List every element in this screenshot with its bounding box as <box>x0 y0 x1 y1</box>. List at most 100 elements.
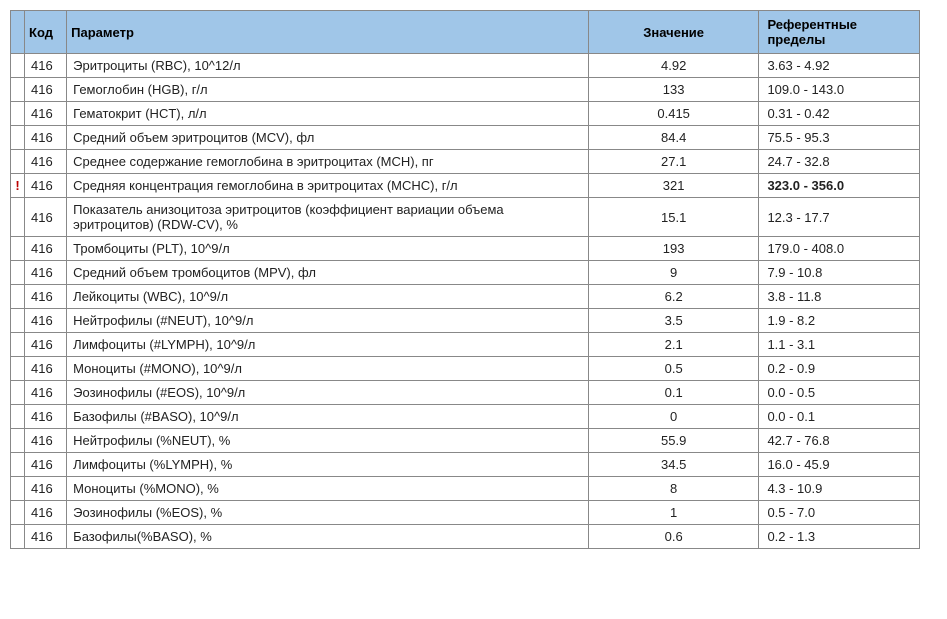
cell-param: Тромбоциты (PLT), 10^9/л <box>67 237 589 261</box>
table-row: 416Средний объем эритроцитов (MCV), фл84… <box>11 126 920 150</box>
cell-code: 416 <box>25 261 67 285</box>
table-row: 416Гемоглобин (HGB), г/л133109.0 - 143.0 <box>11 78 920 102</box>
header-value: Значение <box>588 11 759 54</box>
cell-code: 416 <box>25 54 67 78</box>
cell-param: Лимфоциты (%LYMPH), % <box>67 453 589 477</box>
cell-value: 4.92 <box>588 54 759 78</box>
header-ref: Референтные пределы <box>759 11 920 54</box>
cell-ref: 0.0 - 0.5 <box>759 381 920 405</box>
cell-value: 1 <box>588 501 759 525</box>
cell-code: 416 <box>25 501 67 525</box>
table-row: 416Базофилы (#BASO), 10^9/л00.0 - 0.1 <box>11 405 920 429</box>
cell-code: 416 <box>25 78 67 102</box>
cell-flag <box>11 333 25 357</box>
cell-flag <box>11 525 25 549</box>
cell-code: 416 <box>25 357 67 381</box>
cell-flag <box>11 453 25 477</box>
cell-flag <box>11 102 25 126</box>
cell-flag <box>11 309 25 333</box>
cell-ref: 323.0 - 356.0 <box>759 174 920 198</box>
table-row: 416Лейкоциты (WBC), 10^9/л6.23.8 - 11.8 <box>11 285 920 309</box>
cell-value: 8 <box>588 477 759 501</box>
table-row: 416Моноциты (%MONO), %84.3 - 10.9 <box>11 477 920 501</box>
cell-value: 15.1 <box>588 198 759 237</box>
cell-value: 27.1 <box>588 150 759 174</box>
cell-param: Эритроциты (RBC), 10^12/л <box>67 54 589 78</box>
cell-ref: 1.9 - 8.2 <box>759 309 920 333</box>
cell-flag <box>11 126 25 150</box>
cell-ref: 0.0 - 0.1 <box>759 405 920 429</box>
cell-code: 416 <box>25 237 67 261</box>
cell-code: 416 <box>25 174 67 198</box>
cell-value: 321 <box>588 174 759 198</box>
cell-ref: 1.1 - 3.1 <box>759 333 920 357</box>
cell-ref: 179.0 - 408.0 <box>759 237 920 261</box>
cell-value: 6.2 <box>588 285 759 309</box>
cell-flag <box>11 381 25 405</box>
cell-value: 133 <box>588 78 759 102</box>
cell-param: Гемоглобин (HGB), г/л <box>67 78 589 102</box>
cell-code: 416 <box>25 381 67 405</box>
cell-flag <box>11 237 25 261</box>
cell-value: 34.5 <box>588 453 759 477</box>
cell-param: Показатель анизоцитоза эритроцитов (коэф… <box>67 198 589 237</box>
cell-param: Эозинофилы (%EOS), % <box>67 501 589 525</box>
cell-ref: 12.3 - 17.7 <box>759 198 920 237</box>
cell-code: 416 <box>25 126 67 150</box>
header-flag <box>11 11 25 54</box>
cell-code: 416 <box>25 477 67 501</box>
cell-code: 416 <box>25 285 67 309</box>
cell-flag <box>11 78 25 102</box>
table-row: 416Эозинофилы (#EOS), 10^9/л0.10.0 - 0.5 <box>11 381 920 405</box>
cell-value: 3.5 <box>588 309 759 333</box>
cell-flag <box>11 261 25 285</box>
cell-flag: ! <box>11 174 25 198</box>
header-code: Код <box>25 11 67 54</box>
cell-code: 416 <box>25 150 67 174</box>
cell-param: Лимфоциты (#LYMPH), 10^9/л <box>67 333 589 357</box>
cell-param: Лейкоциты (WBC), 10^9/л <box>67 285 589 309</box>
cell-ref: 24.7 - 32.8 <box>759 150 920 174</box>
cell-flag <box>11 477 25 501</box>
cell-flag <box>11 285 25 309</box>
table-row: 416Показатель анизоцитоза эритроцитов (к… <box>11 198 920 237</box>
cell-param: Нейтрофилы (%NEUT), % <box>67 429 589 453</box>
cell-param: Эозинофилы (#EOS), 10^9/л <box>67 381 589 405</box>
table-row: 416Гематокрит (HCT), л/л0.4150.31 - 0.42 <box>11 102 920 126</box>
cell-value: 9 <box>588 261 759 285</box>
cell-ref: 4.3 - 10.9 <box>759 477 920 501</box>
table-row: 416Нейтрофилы (#NEUT), 10^9/л3.51.9 - 8.… <box>11 309 920 333</box>
cell-value: 0.415 <box>588 102 759 126</box>
cell-ref: 0.5 - 7.0 <box>759 501 920 525</box>
cell-param: Нейтрофилы (#NEUT), 10^9/л <box>67 309 589 333</box>
cell-param: Базофилы(%BASO), % <box>67 525 589 549</box>
table-row: 416Базофилы(%BASO), %0.60.2 - 1.3 <box>11 525 920 549</box>
cell-value: 55.9 <box>588 429 759 453</box>
cell-flag <box>11 357 25 381</box>
table-row: 416Лимфоциты (#LYMPH), 10^9/л2.11.1 - 3.… <box>11 333 920 357</box>
cell-value: 0.5 <box>588 357 759 381</box>
cell-param: Средняя концентрация гемоглобина в эритр… <box>67 174 589 198</box>
cell-ref: 0.2 - 1.3 <box>759 525 920 549</box>
table-row: 416Эозинофилы (%EOS), %10.5 - 7.0 <box>11 501 920 525</box>
cell-ref: 109.0 - 143.0 <box>759 78 920 102</box>
cell-value: 2.1 <box>588 333 759 357</box>
results-table: Код Параметр Значение Референтные предел… <box>10 10 920 549</box>
abnormal-flag-icon: ! <box>15 178 19 193</box>
table-row: 416Тромбоциты (PLT), 10^9/л193179.0 - 40… <box>11 237 920 261</box>
cell-flag <box>11 150 25 174</box>
cell-code: 416 <box>25 453 67 477</box>
cell-ref: 3.8 - 11.8 <box>759 285 920 309</box>
table-head: Код Параметр Значение Референтные предел… <box>11 11 920 54</box>
cell-flag <box>11 501 25 525</box>
cell-param: Моноциты (#MONO), 10^9/л <box>67 357 589 381</box>
cell-code: 416 <box>25 405 67 429</box>
cell-value: 193 <box>588 237 759 261</box>
cell-ref: 0.2 - 0.9 <box>759 357 920 381</box>
cell-param: Средний объем тромбоцитов (MPV), фл <box>67 261 589 285</box>
cell-param: Среднее содержание гемоглобина в эритроц… <box>67 150 589 174</box>
cell-param: Моноциты (%MONO), % <box>67 477 589 501</box>
cell-param: Базофилы (#BASO), 10^9/л <box>67 405 589 429</box>
cell-flag <box>11 54 25 78</box>
table-row: 416Эритроциты (RBC), 10^12/л4.923.63 - 4… <box>11 54 920 78</box>
